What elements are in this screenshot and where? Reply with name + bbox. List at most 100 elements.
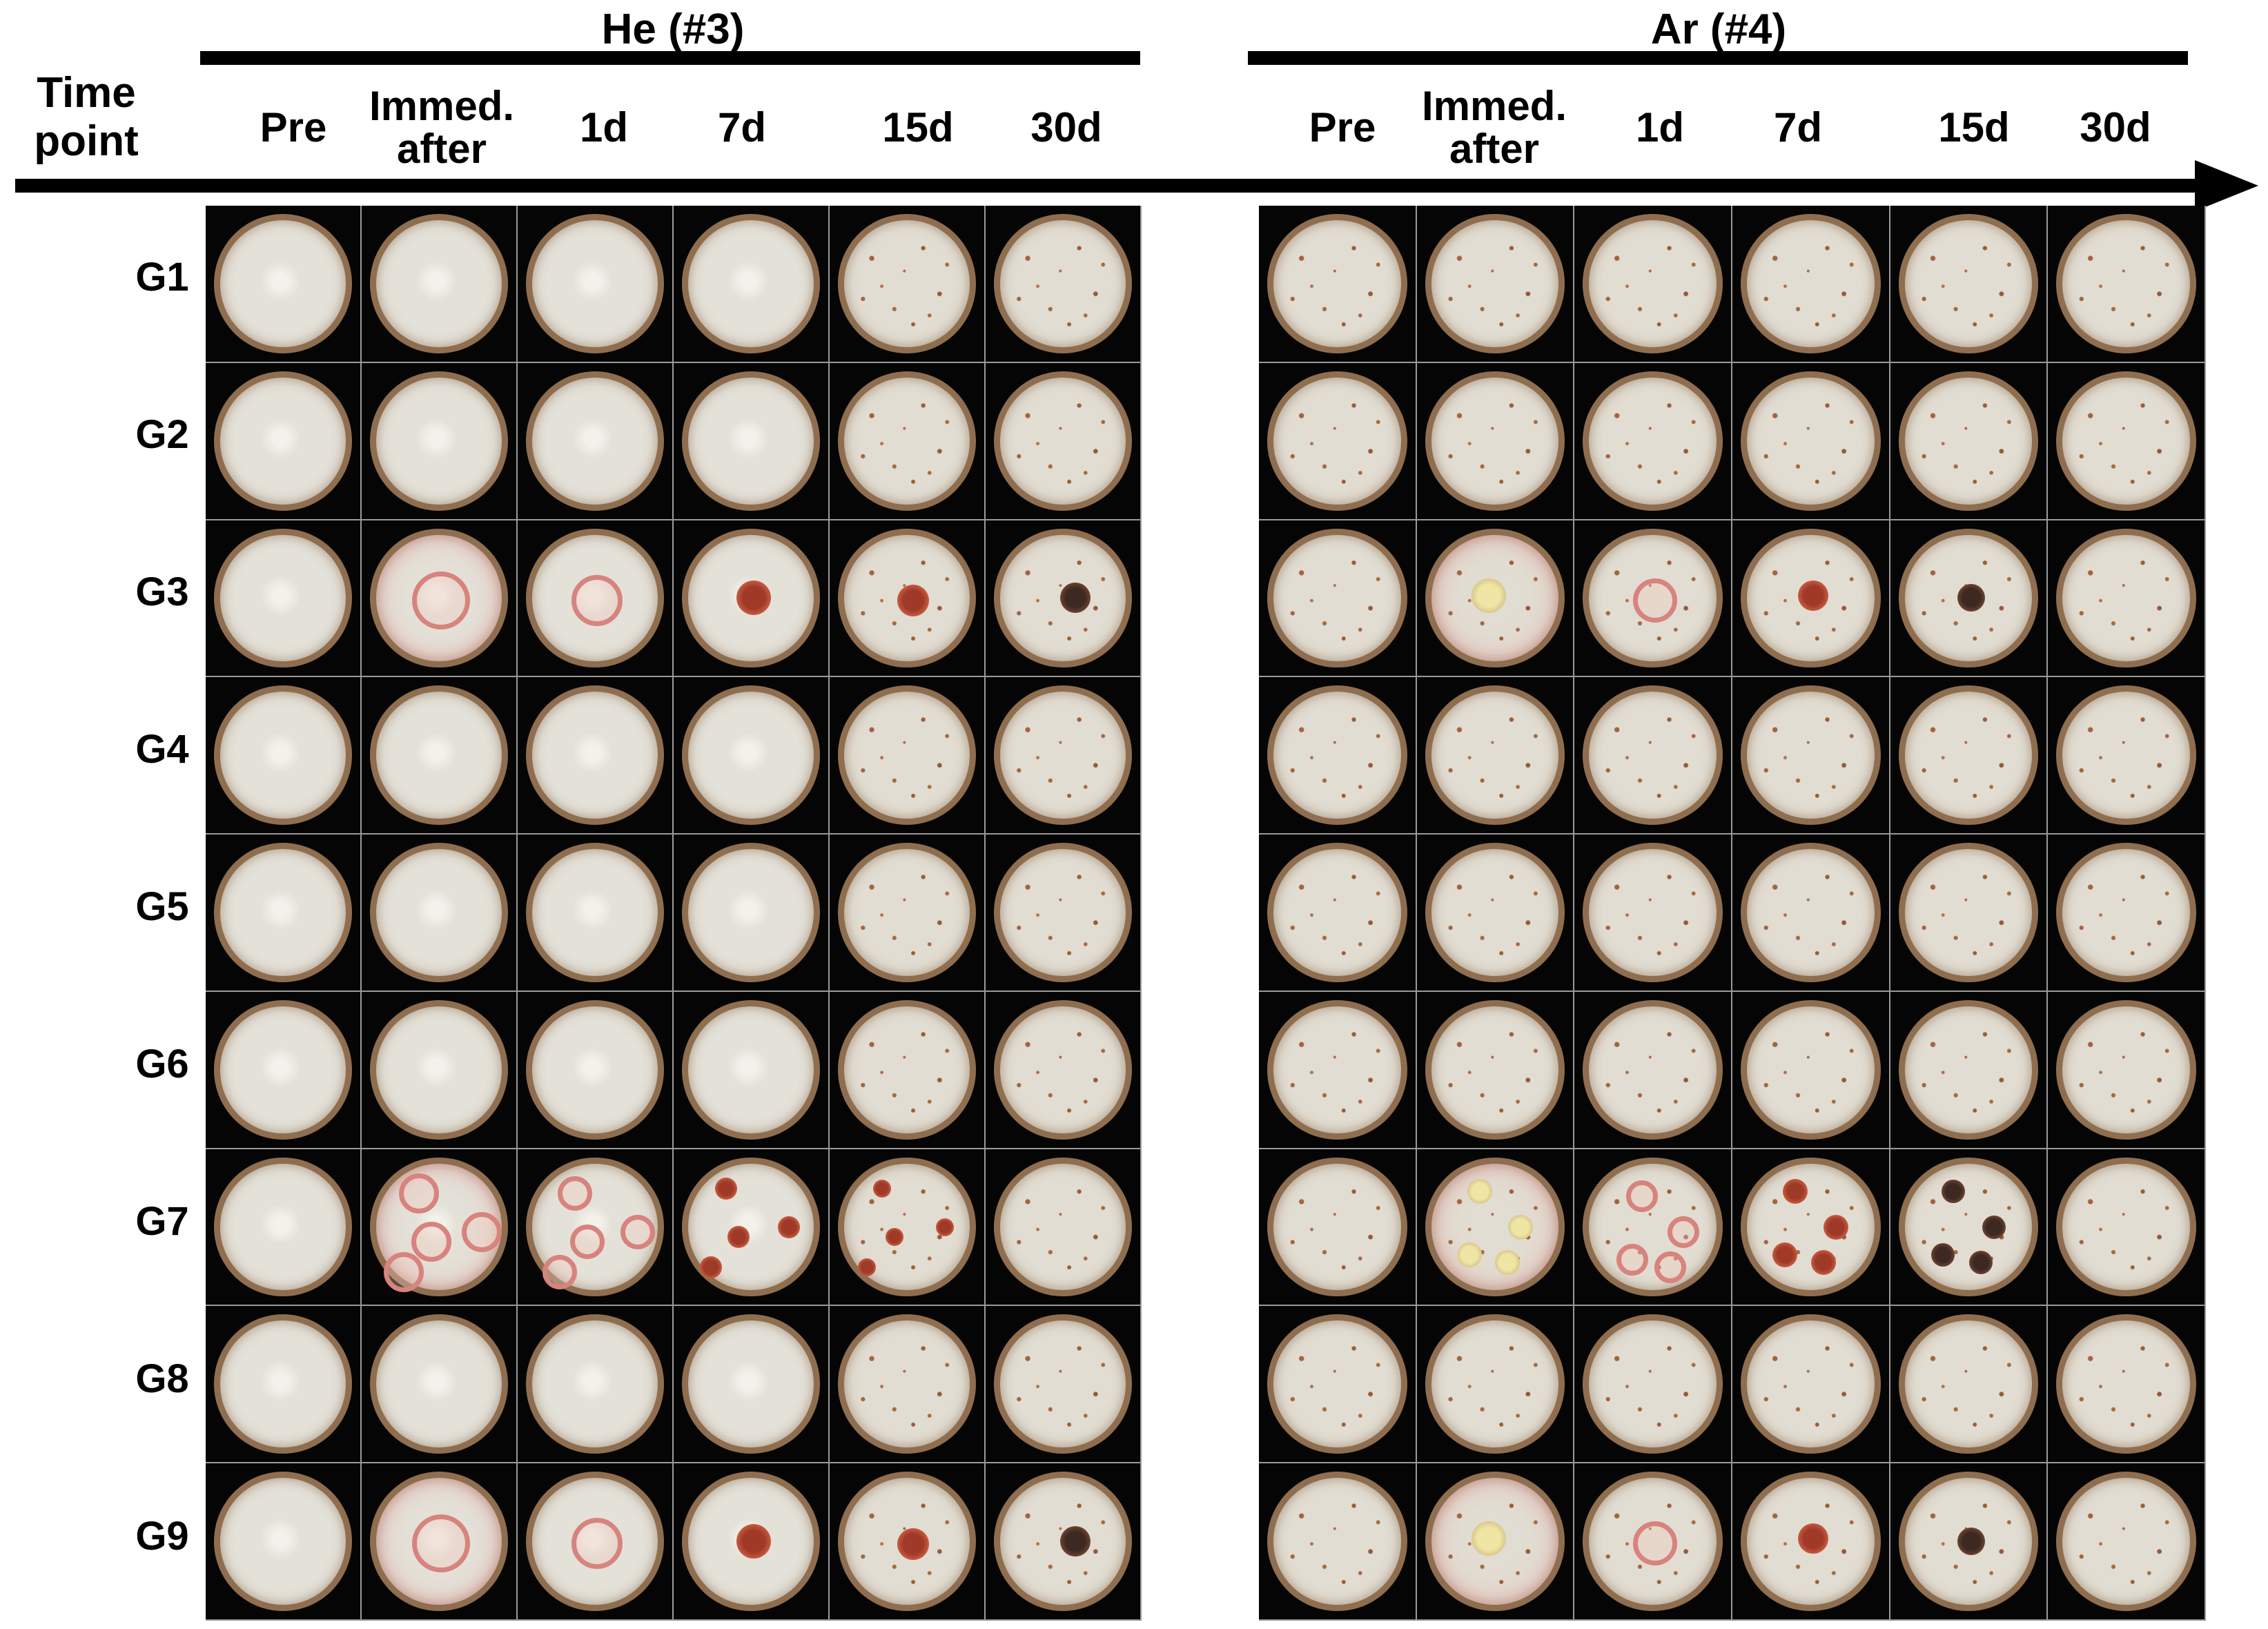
dish-photo-cell bbox=[986, 991, 1142, 1149]
culture-dish-image bbox=[1583, 371, 1723, 511]
dish-photo-cell bbox=[1574, 520, 1732, 678]
culture-dish-image bbox=[1741, 1314, 1881, 1454]
dish-photo-cell bbox=[1259, 835, 1417, 992]
culture-dish-image bbox=[370, 371, 508, 511]
lesion-spot bbox=[1783, 1179, 1808, 1204]
time-axis-line bbox=[15, 179, 2210, 193]
culture-dish-image bbox=[994, 685, 1132, 826]
lesion-spot bbox=[571, 1518, 623, 1570]
dish-photo-cell bbox=[1259, 677, 1417, 835]
dish-photo-cell bbox=[830, 206, 986, 363]
lesion-spot bbox=[897, 1528, 930, 1560]
culture-dish-image bbox=[994, 843, 1132, 982]
lesion-spot bbox=[542, 1255, 577, 1290]
culture-dish-image bbox=[526, 371, 664, 511]
culture-dish-image bbox=[682, 1472, 820, 1611]
dish-photo-cell bbox=[1416, 1149, 1575, 1307]
culture-dish-image bbox=[682, 1157, 820, 1297]
dish-photo-cell bbox=[830, 362, 986, 520]
dish-photo-cell bbox=[1890, 1463, 2049, 1621]
culture-dish-image bbox=[1898, 1472, 2039, 1611]
group-title-ar: Ar (#4) bbox=[1650, 6, 1787, 53]
dish-photo-cell bbox=[1259, 1149, 1417, 1307]
dish-photo-cell bbox=[206, 1463, 362, 1621]
culture-dish-image bbox=[1267, 999, 1407, 1140]
dish-photo-cell bbox=[1416, 362, 1575, 520]
dish-photo-cell bbox=[518, 206, 674, 363]
lesion-spot bbox=[1941, 1180, 1965, 1204]
dish-photo-cell bbox=[2048, 1149, 2206, 1307]
dish-photo-cell bbox=[362, 835, 518, 992]
photo-panel-ar bbox=[1259, 206, 2206, 1621]
culture-dish-image bbox=[214, 1472, 352, 1611]
column-label: 7d bbox=[717, 104, 767, 150]
dish-photo-cell bbox=[1259, 362, 1417, 520]
lesion-spot bbox=[412, 571, 471, 630]
dish-photo-cell bbox=[2048, 206, 2206, 363]
culture-dish-image bbox=[994, 528, 1132, 668]
lesion-spot bbox=[557, 1176, 592, 1211]
column-label: 30d bbox=[1030, 104, 1102, 150]
culture-dish-image bbox=[370, 999, 508, 1140]
dish-photo-cell bbox=[518, 1463, 674, 1621]
lesion-spot bbox=[1798, 1523, 1829, 1554]
dish-photo-cell bbox=[1416, 991, 1575, 1149]
culture-dish-image bbox=[994, 371, 1132, 511]
dish-photo-cell bbox=[1574, 1149, 1732, 1307]
dish-photo-cell bbox=[1890, 362, 2049, 520]
lesion-spot bbox=[736, 1524, 771, 1559]
lesion-spot bbox=[1632, 578, 1677, 623]
column-label: 1d bbox=[579, 104, 629, 150]
column-label: Pre bbox=[260, 104, 327, 150]
dish-photo-cell bbox=[1574, 835, 1732, 992]
dish-photo-cell bbox=[1259, 991, 1417, 1149]
dish-photo-cell bbox=[1732, 1306, 1890, 1464]
lesion-spot bbox=[1467, 1179, 1492, 1204]
lesion-spot bbox=[1654, 1251, 1687, 1283]
column-label: Immed. after bbox=[369, 83, 515, 172]
lesion-spot bbox=[727, 1226, 750, 1249]
lesion-spot bbox=[1632, 1521, 1677, 1566]
dish-photo-cell bbox=[1259, 1306, 1417, 1464]
row-label: G7 bbox=[135, 1199, 189, 1244]
culture-dish-image bbox=[682, 214, 820, 353]
row-label: G2 bbox=[135, 412, 189, 457]
culture-dish-image bbox=[1741, 999, 1881, 1140]
culture-dish-image bbox=[1425, 999, 1565, 1140]
culture-dish-image bbox=[2056, 371, 2196, 511]
column-label: 15d bbox=[1938, 104, 2010, 150]
group-bar-ar bbox=[1248, 51, 2188, 65]
lesion-spot bbox=[411, 1222, 451, 1262]
culture-dish-image bbox=[1267, 1472, 1407, 1611]
culture-dish-image bbox=[1898, 999, 2039, 1140]
culture-dish-image bbox=[370, 1314, 508, 1454]
dish-photo-cell bbox=[1259, 520, 1417, 678]
dish-photo-cell bbox=[986, 677, 1142, 835]
lesion-spot bbox=[461, 1211, 502, 1252]
culture-dish-image bbox=[1583, 528, 1723, 668]
dish-photo-cell bbox=[206, 1149, 362, 1307]
culture-dish-image bbox=[1741, 528, 1881, 668]
dish-photo-cell bbox=[362, 206, 518, 363]
lesion-spot bbox=[1471, 1521, 1506, 1557]
culture-dish-image bbox=[1898, 528, 2039, 668]
dish-photo-cell bbox=[2048, 835, 2206, 992]
culture-dish-image bbox=[214, 371, 352, 511]
lesion-spot bbox=[897, 585, 930, 617]
culture-dish-image bbox=[838, 528, 976, 668]
dish-photo-cell bbox=[2048, 362, 2206, 520]
dish-photo-cell bbox=[1890, 991, 2049, 1149]
culture-dish-image bbox=[682, 843, 820, 982]
dish-photo-cell bbox=[1732, 362, 1890, 520]
column-label: Immed. after bbox=[1421, 83, 1567, 172]
dish-photo-cell bbox=[986, 362, 1142, 520]
culture-dish-image bbox=[1267, 843, 1407, 982]
culture-dish-image bbox=[214, 1157, 352, 1297]
lesion-spot bbox=[714, 1178, 737, 1200]
culture-dish-image bbox=[1425, 214, 1565, 353]
culture-dish-image bbox=[526, 1314, 664, 1454]
row-label: G6 bbox=[135, 1042, 189, 1086]
culture-dish-image bbox=[1267, 685, 1407, 826]
photo-panel-he bbox=[206, 206, 1142, 1621]
dish-photo-cell bbox=[362, 362, 518, 520]
